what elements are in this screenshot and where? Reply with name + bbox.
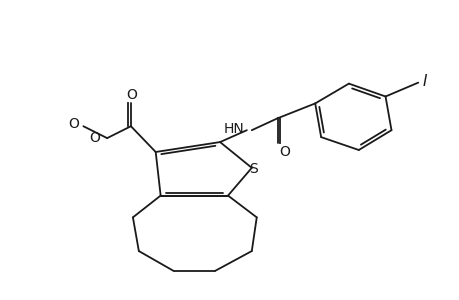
Text: O: O	[126, 88, 137, 102]
Text: I: I	[421, 74, 426, 89]
Text: O: O	[89, 131, 100, 145]
Text: O: O	[279, 145, 290, 159]
Text: S: S	[249, 162, 257, 176]
Text: O: O	[68, 117, 79, 131]
Text: HN: HN	[224, 122, 244, 136]
